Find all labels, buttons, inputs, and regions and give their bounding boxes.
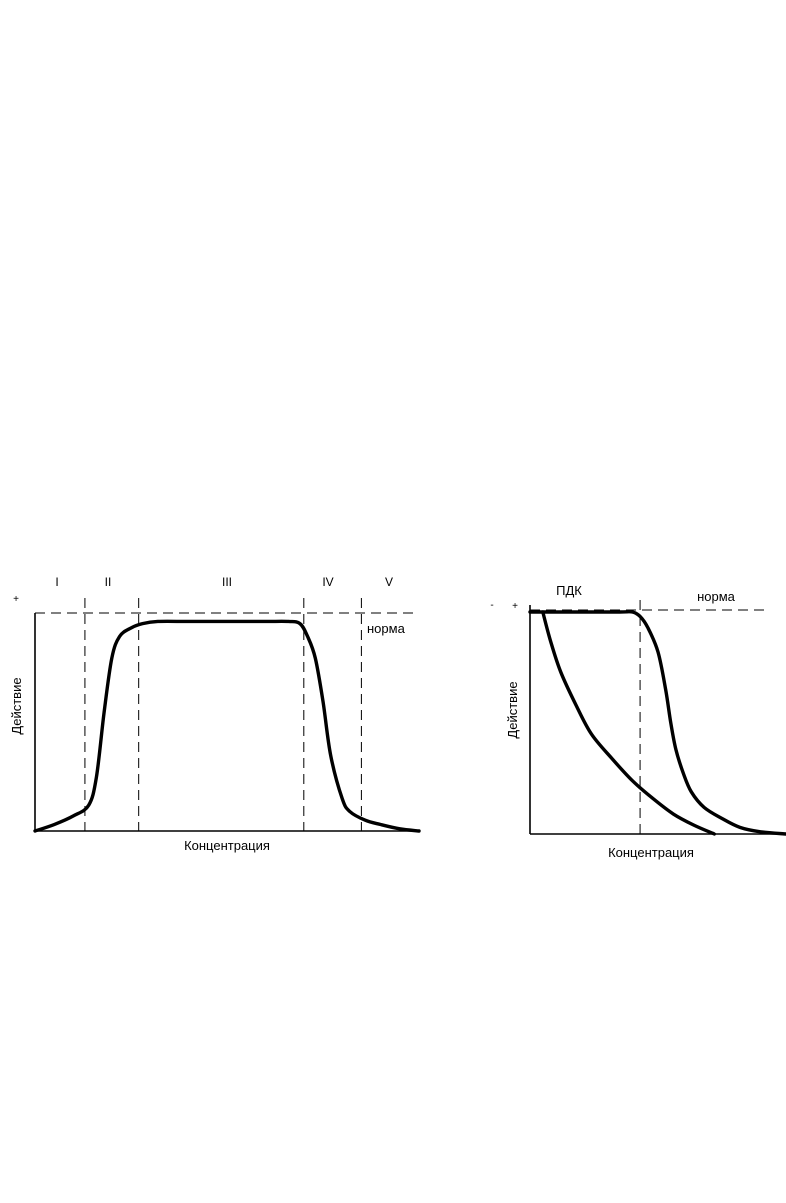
y-minus-marker: - bbox=[490, 600, 493, 611]
zone-label-v: V bbox=[385, 575, 393, 589]
pdk-label: ПДК bbox=[556, 583, 582, 598]
zone-label-iv: IV bbox=[322, 575, 333, 589]
norm-label: норма bbox=[367, 621, 406, 636]
x-axis-label-right: Концентрация bbox=[608, 845, 694, 860]
y-axis-label-right: Действие bbox=[505, 681, 520, 738]
zone-label-i: I bbox=[55, 575, 58, 589]
y-top-marker: + bbox=[13, 594, 19, 605]
series-line bbox=[33, 619, 421, 833]
norm-label-right: норма bbox=[697, 589, 736, 604]
series-line bbox=[541, 610, 717, 836]
x-axis-label: Концентрация bbox=[184, 838, 270, 853]
y-axis-label: Действие bbox=[9, 677, 24, 734]
series-line bbox=[528, 609, 786, 836]
chart-right: ПДК норма - + Действие Концентрация bbox=[490, 583, 786, 860]
zone-label-iii: III bbox=[222, 575, 232, 589]
y-top-marker-right: + bbox=[512, 601, 518, 612]
chart-left: I II III IV V + норма Действие Концентра… bbox=[9, 575, 421, 853]
zone-label-ii: II bbox=[105, 575, 112, 589]
